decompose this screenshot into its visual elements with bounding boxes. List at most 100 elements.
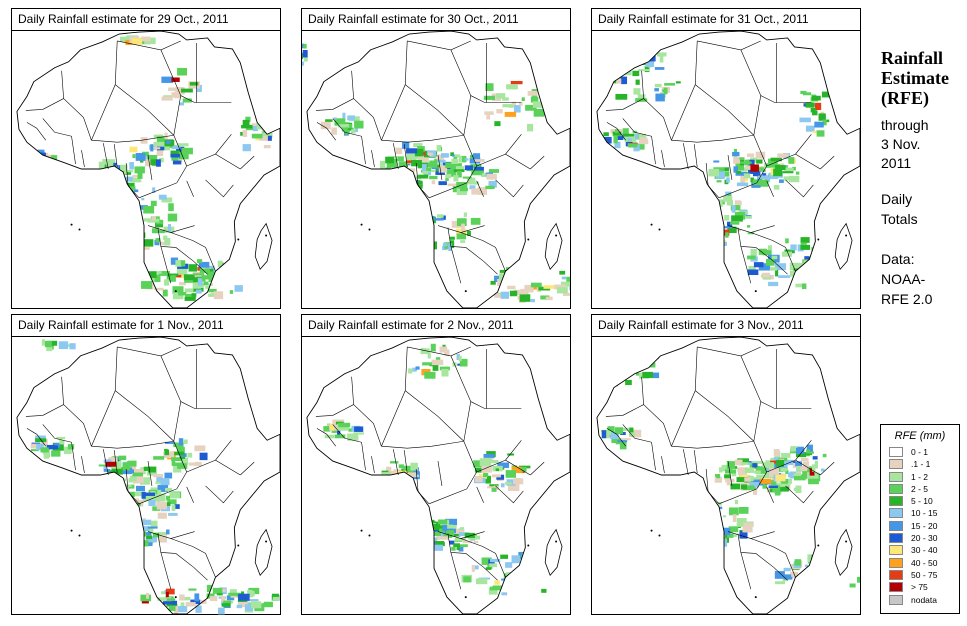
rain-cell xyxy=(221,599,225,606)
rain-cell xyxy=(794,559,802,566)
rain-cell xyxy=(823,263,832,267)
rain-cell xyxy=(109,168,115,174)
rain-cell xyxy=(334,118,346,126)
rain-cell xyxy=(152,532,160,538)
legend-item: 40 - 50 xyxy=(881,557,959,569)
country-border xyxy=(476,486,484,503)
rain-cell xyxy=(538,569,548,576)
rain-cell xyxy=(544,271,549,279)
country-border xyxy=(450,49,472,136)
rain-cell xyxy=(773,184,780,190)
country-border xyxy=(361,442,366,471)
rain-cell xyxy=(621,359,627,366)
rain-cell xyxy=(542,529,551,536)
rain-cell xyxy=(750,177,754,183)
rain-cell xyxy=(788,175,800,183)
rain-cell xyxy=(768,281,779,287)
country-border xyxy=(622,424,652,443)
rain-cell xyxy=(799,117,811,123)
date-line-1: 3 Nov. xyxy=(881,136,921,152)
rain-cell xyxy=(230,276,238,283)
rain-cell xyxy=(217,260,223,268)
country-border xyxy=(671,440,754,449)
rain-cell xyxy=(450,152,454,157)
rain-cell xyxy=(801,584,811,592)
rain-cell xyxy=(720,527,731,536)
rain-cell xyxy=(712,513,718,521)
rain-cell xyxy=(129,517,136,524)
rain-cell xyxy=(110,181,117,189)
rain-cell xyxy=(781,452,791,458)
rain-cell xyxy=(623,353,633,356)
legend-swatch xyxy=(889,508,903,519)
rain-cell xyxy=(230,594,239,598)
rain-cell xyxy=(129,186,136,191)
rain-cell xyxy=(724,535,729,543)
rain-cell xyxy=(430,343,436,352)
rain-cell xyxy=(157,485,167,490)
country-border xyxy=(415,163,430,198)
country-border xyxy=(157,533,176,554)
rain-cell xyxy=(136,502,141,506)
rain-cell xyxy=(464,158,469,161)
rain-cell xyxy=(171,77,180,82)
rain-cell xyxy=(743,177,749,182)
legend-swatch xyxy=(889,459,903,470)
country-border xyxy=(437,155,443,180)
rain-cell xyxy=(779,179,784,183)
rain-cell xyxy=(187,452,193,458)
rain-cell xyxy=(183,596,191,601)
rain-cell xyxy=(857,576,860,583)
rain-cell xyxy=(514,573,525,579)
rain-cell xyxy=(429,175,438,180)
rain-cell xyxy=(438,536,449,540)
rain-cell xyxy=(473,460,483,468)
rain-cell xyxy=(770,157,782,162)
rain-cell xyxy=(630,429,642,438)
rain-cell xyxy=(208,288,217,293)
country-border xyxy=(760,95,812,103)
rain-cell xyxy=(211,280,221,283)
rain-cell xyxy=(773,456,781,463)
country-border xyxy=(42,118,72,137)
rain-cell xyxy=(777,153,789,158)
rain-cell xyxy=(31,161,38,167)
rain-cell xyxy=(556,575,562,584)
rain-cell xyxy=(716,211,721,219)
rain-cell xyxy=(184,296,196,301)
rain-cell xyxy=(740,216,752,219)
rain-cell xyxy=(385,466,392,475)
rain-cell xyxy=(767,245,773,251)
country-border xyxy=(530,461,545,476)
rain-cell xyxy=(146,592,149,599)
country-border xyxy=(450,355,472,442)
rain-cell xyxy=(192,273,205,276)
rain-cell xyxy=(176,269,187,275)
rain-cell xyxy=(96,187,106,194)
rain-cell xyxy=(765,175,771,183)
rain-cell xyxy=(436,214,444,218)
country-border xyxy=(361,136,366,165)
rain-cell xyxy=(475,475,483,483)
country-border xyxy=(71,136,76,165)
rain-cell xyxy=(460,240,466,243)
rain-cell xyxy=(519,102,523,106)
country-border xyxy=(381,440,464,449)
rain-cell xyxy=(195,289,202,294)
rain-cell xyxy=(56,436,66,440)
rain-cell xyxy=(502,104,515,108)
rain-cell xyxy=(147,157,157,166)
rain-cell xyxy=(566,276,570,284)
rain-cell xyxy=(809,468,815,476)
rain-cell xyxy=(439,366,450,371)
country-border xyxy=(495,179,524,198)
rain-cell xyxy=(436,532,440,541)
rain-cell xyxy=(194,593,200,602)
rain-cell xyxy=(23,152,29,159)
rain-cell xyxy=(153,474,163,478)
rain-cell xyxy=(237,600,248,605)
rain-cell xyxy=(612,131,622,136)
rain-cell xyxy=(44,340,52,348)
rain-cell xyxy=(500,554,509,559)
country-border xyxy=(693,450,698,474)
